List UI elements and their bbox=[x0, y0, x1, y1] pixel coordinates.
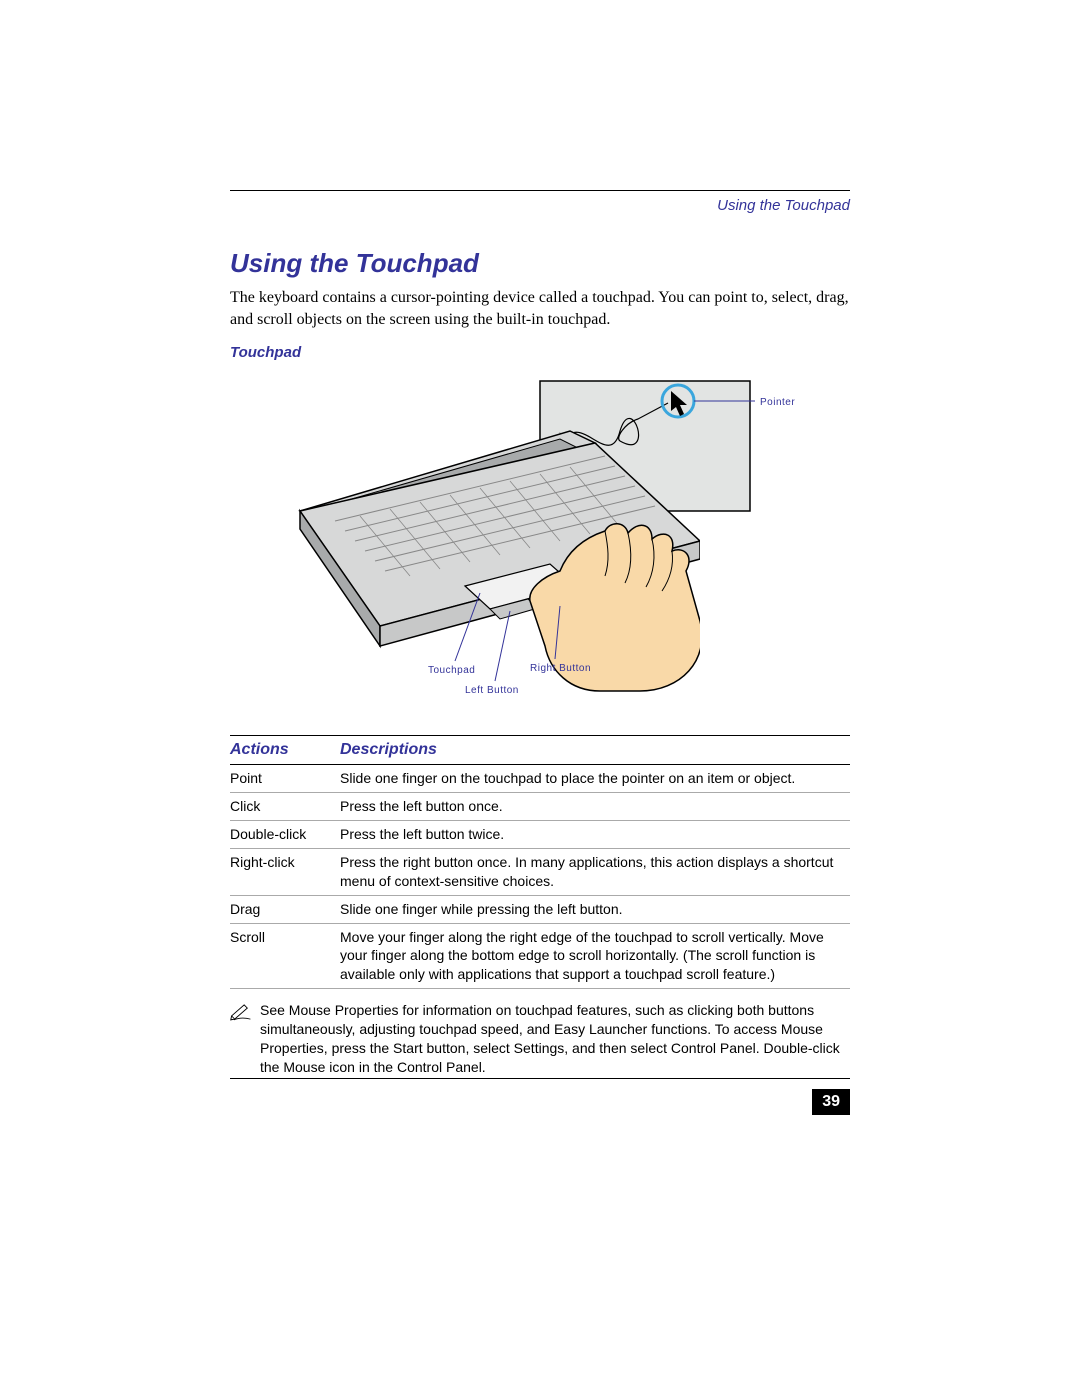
page-number: 39 bbox=[812, 1089, 850, 1115]
action-desc: Press the left button twice. bbox=[340, 820, 850, 848]
page-content: Using the Touchpad Using the Touchpad Th… bbox=[230, 190, 850, 1077]
table-row: Scroll Move your finger along the right … bbox=[230, 923, 850, 989]
callout-touchpad: Touchpad bbox=[428, 665, 475, 676]
table-row: Double-click Press the left button twice… bbox=[230, 820, 850, 848]
note-text: See Mouse Properties for information on … bbox=[260, 1001, 850, 1077]
col-actions-header: Actions bbox=[230, 736, 340, 765]
pencil-note-icon bbox=[230, 1001, 252, 1077]
intro-paragraph: The keyboard contains a cursor-pointing … bbox=[230, 287, 850, 330]
table-row: Right-click Press the right button once.… bbox=[230, 848, 850, 895]
table-row: Point Slide one finger on the touchpad t… bbox=[230, 765, 850, 793]
touchpad-figure: Pointer bbox=[230, 371, 850, 711]
action-label: Right-click bbox=[230, 848, 340, 895]
table-row: Click Press the left button once. bbox=[230, 793, 850, 821]
table-row: Drag Slide one finger while pressing the… bbox=[230, 895, 850, 923]
action-desc: Press the left button once. bbox=[340, 793, 850, 821]
action-desc: Press the right button once. In many app… bbox=[340, 848, 850, 895]
action-label: Point bbox=[230, 765, 340, 793]
touchpad-illustration: Pointer bbox=[260, 371, 820, 711]
action-desc: Move your finger along the right edge of… bbox=[340, 923, 850, 989]
figure-caption: Touchpad bbox=[230, 344, 850, 361]
action-label: Drag bbox=[230, 895, 340, 923]
action-desc: Slide one finger on the touchpad to plac… bbox=[340, 765, 850, 793]
callout-right-button: Right Button bbox=[530, 663, 591, 674]
action-label: Double-click bbox=[230, 820, 340, 848]
note-block: See Mouse Properties for information on … bbox=[230, 1001, 850, 1077]
top-rule bbox=[230, 190, 850, 191]
action-label: Scroll bbox=[230, 923, 340, 989]
actions-table: Actions Descriptions Point Slide one fin… bbox=[230, 735, 850, 989]
col-descriptions-header: Descriptions bbox=[340, 736, 850, 765]
section-title: Using the Touchpad bbox=[230, 248, 850, 279]
action-label: Click bbox=[230, 793, 340, 821]
callout-pointer: Pointer bbox=[760, 397, 795, 408]
callout-left-button: Left Button bbox=[465, 685, 519, 696]
footer-rule bbox=[230, 1078, 850, 1079]
action-desc: Slide one finger while pressing the left… bbox=[340, 895, 850, 923]
page-footer: 39 bbox=[230, 1078, 850, 1115]
running-head: Using the Touchpad bbox=[230, 197, 850, 214]
